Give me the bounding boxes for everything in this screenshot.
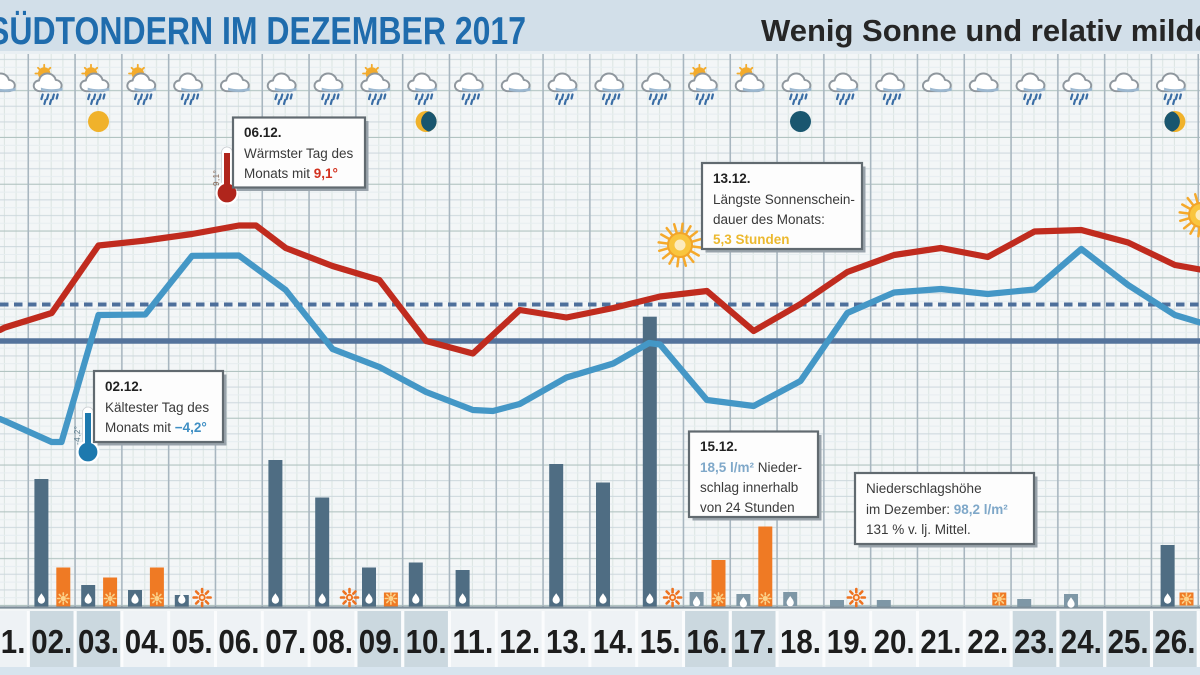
svg-text:24.: 24.: [1061, 624, 1102, 661]
svg-text:10.: 10.: [406, 624, 447, 661]
svg-text:02.: 02.: [31, 624, 72, 661]
svg-text:dauer des Monats:: dauer des Monats:: [713, 212, 825, 227]
svg-text:15.12.: 15.12.: [700, 439, 738, 454]
svg-text:Wenig Sonne und relativ milde: Wenig Sonne und relativ milde Temperatur…: [761, 13, 1200, 48]
svg-text:17.: 17.: [733, 624, 774, 661]
svg-text:Niederschlagshöhe: Niederschlagshöhe: [866, 481, 982, 496]
svg-text:16.: 16.: [686, 624, 727, 661]
svg-text:21.: 21.: [920, 624, 961, 661]
svg-text:Längste Sonnenschein-: Längste Sonnenschein-: [713, 192, 855, 207]
svg-text:20.: 20.: [874, 624, 915, 661]
svg-text:06.12.: 06.12.: [244, 125, 282, 140]
svg-text:Wärmster Tag des: Wärmster Tag des: [244, 146, 354, 161]
svg-text:18.: 18.: [780, 624, 821, 661]
svg-text:26.: 26.: [1154, 624, 1195, 661]
svg-text:13.: 13.: [546, 624, 587, 661]
svg-text:11.: 11.: [452, 624, 493, 661]
svg-text:18,5 l/m² Nieder-: 18,5 l/m² Nieder-: [700, 460, 802, 475]
svg-text:Kältester Tag des: Kältester Tag des: [105, 400, 209, 415]
svg-text:05.: 05.: [172, 624, 213, 661]
svg-text:04.: 04.: [125, 624, 166, 661]
svg-text:06.: 06.: [218, 624, 259, 661]
svg-text:19.: 19.: [827, 624, 868, 661]
svg-text:02.12.: 02.12.: [105, 379, 143, 394]
svg-text:schlag innerhalb: schlag innerhalb: [700, 480, 798, 495]
svg-text:9,1°: 9,1°: [212, 170, 221, 186]
svg-text:12.: 12.: [499, 624, 540, 661]
svg-text:01.: 01.: [0, 624, 25, 661]
svg-text:08.: 08.: [312, 624, 353, 661]
svg-text:09.: 09.: [359, 624, 400, 661]
svg-text:Monats mit −4,2°: Monats mit −4,2°: [105, 420, 207, 435]
svg-text:03.: 03.: [78, 624, 119, 661]
svg-text:07.: 07.: [265, 624, 306, 661]
svg-text:5,3 Stunden: 5,3 Stunden: [713, 232, 790, 247]
svg-text:von 24 Stunden: von 24 Stunden: [700, 500, 795, 515]
svg-text:im Dezember: 98,2 l/m²: im Dezember: 98,2 l/m²: [866, 502, 1008, 517]
svg-text:131 % v. lj. Mittel.: 131 % v. lj. Mittel.: [866, 522, 971, 537]
svg-text:SÜDTONDERN IM DEZEMBER 2017: SÜDTONDERN IM DEZEMBER 2017: [0, 10, 526, 53]
svg-text:25.: 25.: [1108, 624, 1149, 661]
svg-text:Monats mit 9,1°: Monats mit 9,1°: [244, 166, 338, 181]
svg-text:14.: 14.: [593, 624, 634, 661]
svg-text:23.: 23.: [1014, 624, 1055, 661]
svg-text:22.: 22.: [967, 624, 1008, 661]
svg-text:13.12.: 13.12.: [713, 171, 751, 186]
svg-text:-4,2°: -4,2°: [73, 426, 82, 445]
svg-text:15.: 15.: [640, 624, 681, 661]
